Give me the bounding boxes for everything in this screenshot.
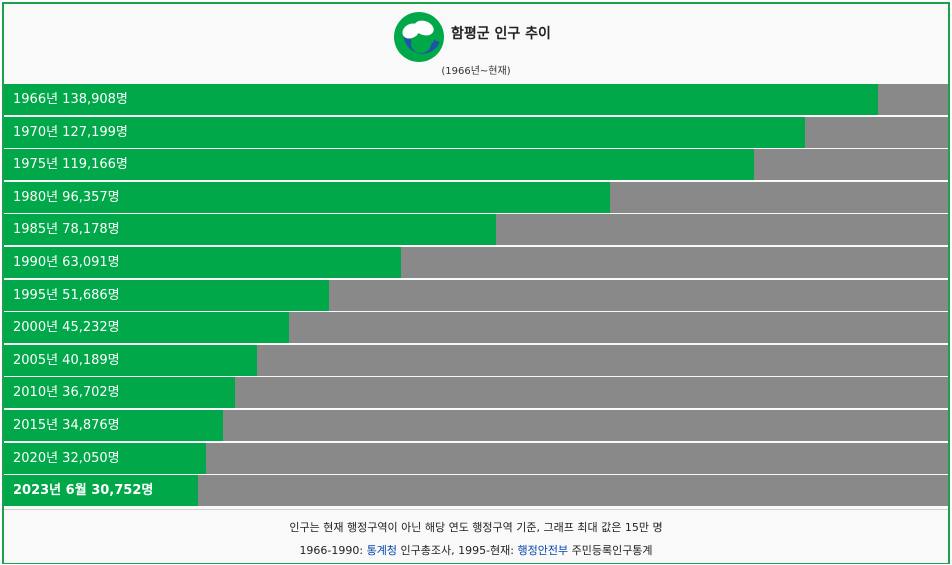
bar-fill-6 [4, 280, 329, 311]
bar-fill-10 [4, 410, 223, 441]
bar-fill-12 [4, 475, 198, 506]
bar-label-5: 1990년 63,091명 [13, 255, 120, 270]
source-suffix: 주민등록인구통계 [568, 544, 653, 557]
bar-row-12: 2023년 6월 30,752명 [4, 475, 948, 506]
bar-row-1: 1970년 127,199명 [4, 117, 948, 148]
bar-label-7: 2000년 45,232명 [13, 320, 120, 335]
bar-label-4: 1985년 78,178명 [13, 222, 120, 237]
source-prefix: 1966-1990: [299, 544, 367, 557]
bar-fill-11 [4, 443, 206, 474]
bar-label-6: 1995년 51,686명 [13, 288, 120, 303]
source-line: 1966-1990: 통계청 인구총조사, 1995-현재: 행정안전부 주민등… [4, 542, 948, 558]
bar-label-1: 1970년 127,199명 [13, 125, 128, 140]
bar-fill-7 [4, 312, 289, 343]
bar-row-6: 1995년 51,686명 [4, 280, 948, 311]
bar-row-11: 2020년 32,050명 [4, 443, 948, 474]
bar-fill-9 [4, 377, 235, 408]
bar-row-4: 1985년 78,178명 [4, 214, 948, 245]
bar-row-5: 1990년 63,091명 [4, 247, 948, 278]
chart-footer: 인구는 현재 행정구역이 아닌 해당 연도 행정구역 기준, 그래프 최대 값은… [4, 509, 948, 563]
bar-row-7: 2000년 45,232명 [4, 312, 948, 343]
bar-fill-4 [4, 214, 496, 245]
bar-label-11: 2020년 32,050명 [13, 451, 120, 466]
bar-chart: 1966년 138,908명 1970년 127,199명 1975년 119,16… [4, 84, 948, 508]
bar-row-9: 2010년 36,702명 [4, 377, 948, 408]
chart-note: 인구는 현재 행정구역이 아닌 해당 연도 행정구역 기준, 그래프 최대 값은… [289, 521, 663, 534]
bar-row-0: 1966년 138,908명 [4, 84, 948, 115]
bar-label-10: 2015년 34,876명 [13, 418, 120, 433]
bar-label-0: 1966년 138,908명 [13, 92, 128, 107]
statistics-korea-link[interactable]: 통계청 [366, 544, 397, 557]
bar-label-3: 1980년 96,357명 [13, 190, 120, 205]
bar-fill-8 [4, 345, 257, 376]
mois-link[interactable]: 행정안전부 [517, 544, 569, 557]
bar-row-3: 1980년 96,357명 [4, 182, 948, 213]
bar-fill-5 [4, 247, 401, 278]
bar-label-9: 2010년 36,702명 [13, 385, 120, 400]
bar-row-10: 2015년 34,876명 [4, 410, 948, 441]
bar-label-8: 2005년 40,189명 [13, 353, 120, 368]
chart-header: 함평군 인구 추이 (1966년~현재) [4, 4, 948, 84]
bar-row-2: 1975년 119,166명 [4, 149, 948, 180]
bar-label-12: 2023년 6월 30,752명 [13, 483, 154, 498]
bar-fill-2 [4, 149, 754, 180]
bar-fill-3 [4, 182, 610, 213]
chart-title: 함평군 인구 추이 [451, 26, 551, 42]
chart-subtitle: (1966년~현재) [441, 66, 511, 77]
hampyeong-logo-icon [394, 12, 444, 62]
bar-row-8: 2005년 40,189명 [4, 345, 948, 376]
bar-fill-1 [4, 117, 805, 148]
bar-label-2: 1975년 119,166명 [13, 157, 128, 172]
bar-fill-0 [4, 84, 878, 115]
source-mid: 인구총조사, 1995-현재: [396, 544, 518, 557]
